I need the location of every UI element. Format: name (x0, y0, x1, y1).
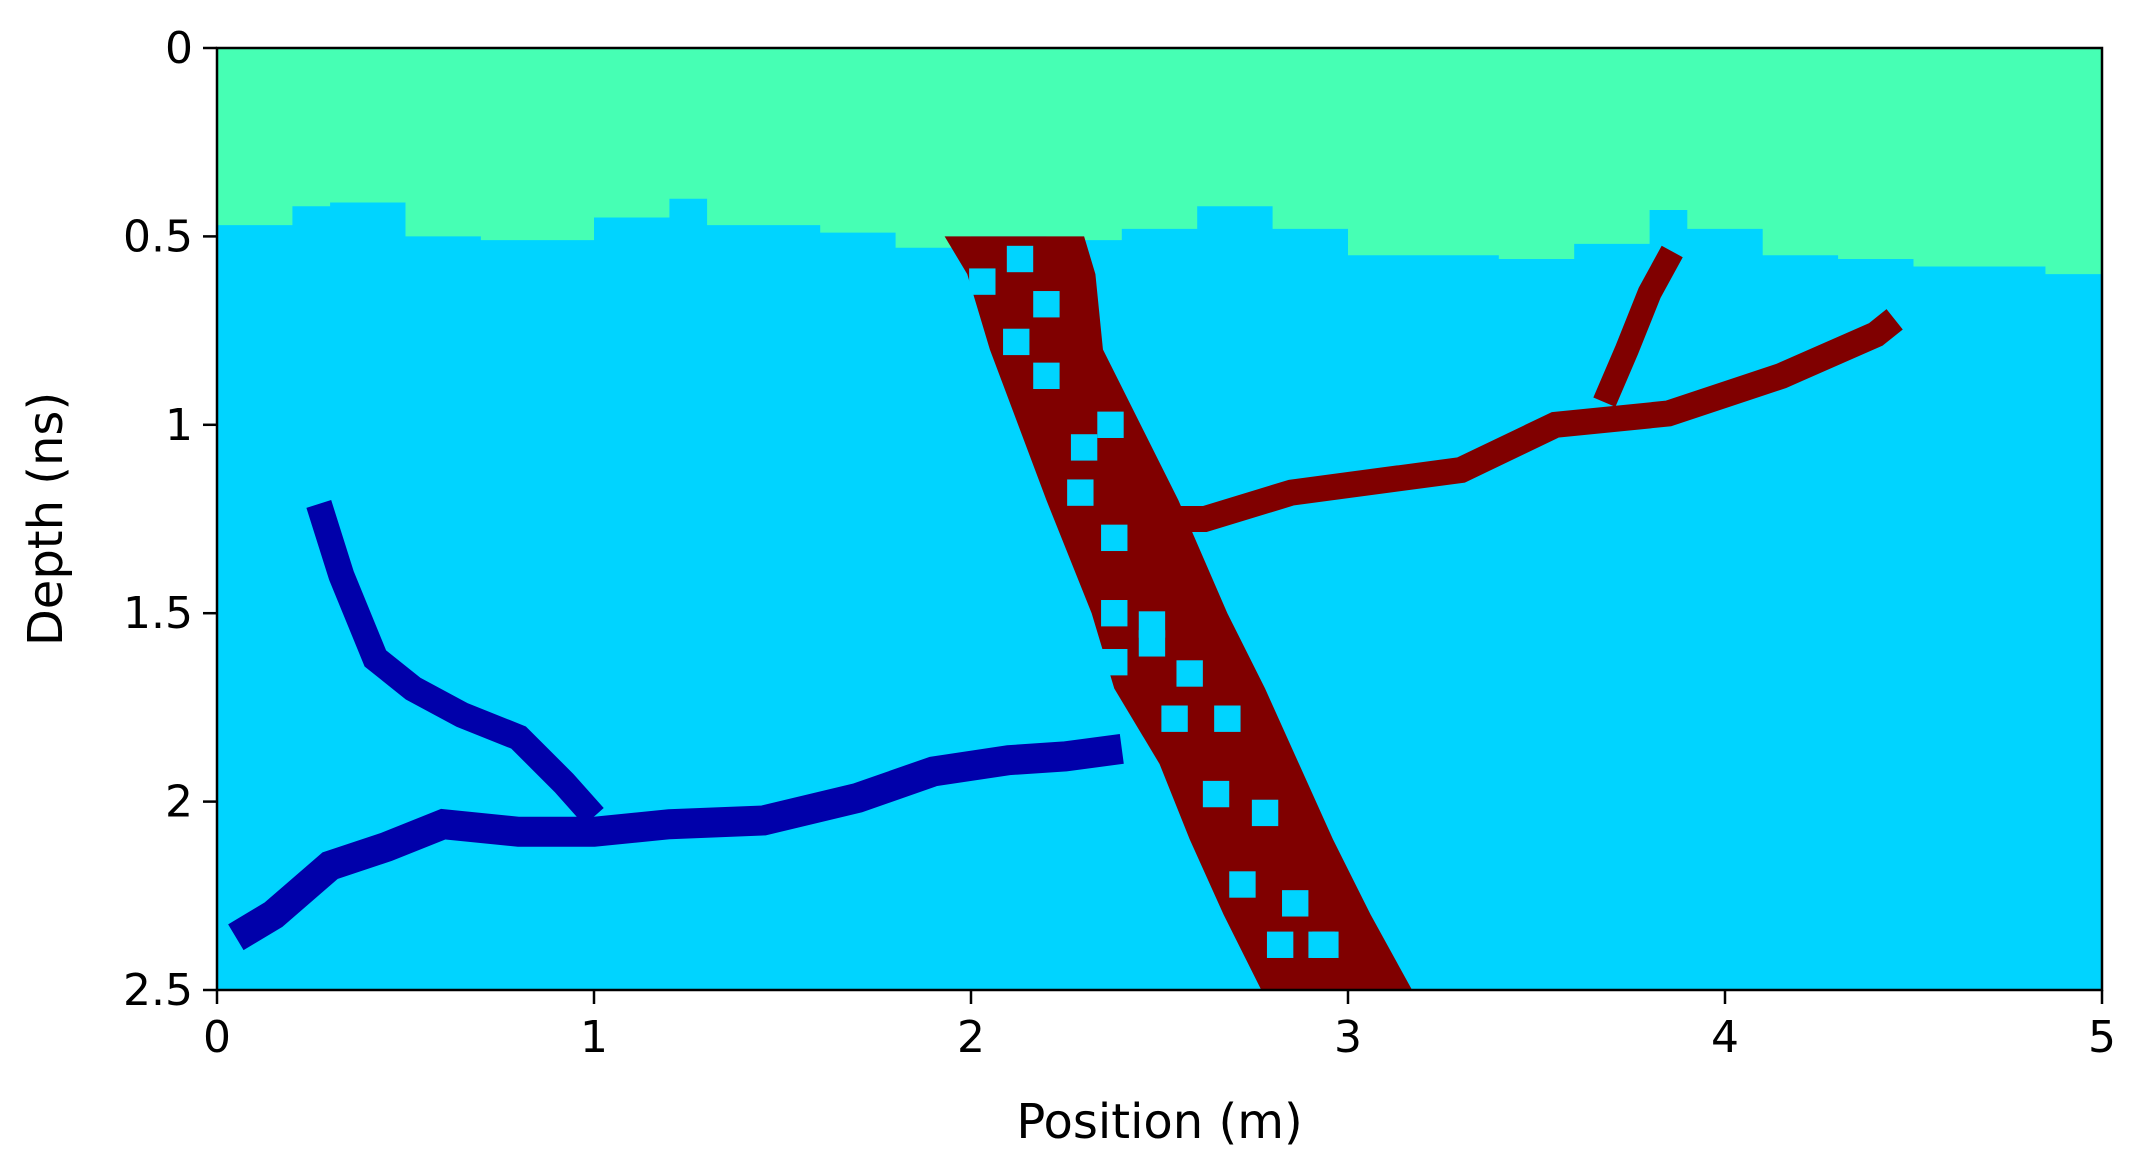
root-cavity (1251, 799, 1279, 827)
root-cavity (1202, 780, 1230, 808)
root-cavity (1101, 524, 1128, 552)
branching-root-blue (228, 500, 1124, 951)
root-cavity (969, 268, 996, 295)
x-tick-label: 5 (2088, 1012, 2116, 1063)
root-cavity (1070, 434, 1098, 461)
root-cavity (1229, 871, 1256, 898)
y-axis: 0 0.5 1 1.5 2 2.5 (123, 23, 217, 1016)
root-cavity (1161, 705, 1188, 732)
root-cavity (1033, 291, 1060, 318)
root-cavity (1033, 362, 1060, 390)
root-cavity (1266, 931, 1294, 958)
inclined-root-maroon (944, 236, 1413, 990)
y-tick-label: 0 (165, 23, 193, 74)
x-axis: 0 1 2 3 4 5 (203, 990, 2116, 1063)
root-cavity (1282, 890, 1309, 917)
y-axis-label: Depth (ns) (18, 392, 74, 646)
y-tick-label: 0.5 (123, 211, 193, 262)
x-tick-label: 1 (580, 1012, 608, 1063)
root-cavity (1176, 660, 1203, 687)
root-cavities (969, 245, 1339, 958)
root-cavity (1214, 705, 1241, 732)
root-cavity (1101, 600, 1128, 627)
root-cavity (1101, 648, 1128, 676)
plot-frame (215, 46, 2104, 992)
maroon-branch-segment (1167, 309, 1903, 532)
plot-area (217, 48, 2102, 990)
x-axis-label: Position (m) (1016, 1094, 1302, 1150)
x-tick-label: 4 (1711, 1012, 1739, 1063)
root-cavity (1097, 411, 1124, 438)
maroon-root-branches (1167, 245, 1903, 532)
blue-root-segment (228, 733, 1124, 951)
blue-root-segment (306, 500, 604, 826)
upper-soil-layer (217, 48, 2102, 275)
y-tick-label: 1 (165, 400, 193, 451)
root-cavity (1067, 479, 1094, 506)
y-tick-label: 1.5 (123, 588, 193, 639)
root-cavity (1003, 328, 1030, 356)
y-tick-label: 2.5 (123, 965, 193, 1016)
root-cavity (1312, 931, 1339, 958)
maroon-branch-segment (1593, 245, 1683, 407)
root-cavity (1006, 245, 1034, 273)
x-tick-label: 0 (203, 1012, 231, 1063)
x-tick-label: 2 (957, 1012, 985, 1063)
x-tick-label: 3 (1334, 1012, 1362, 1063)
root-cavity (1138, 611, 1166, 638)
y-tick-label: 2 (165, 777, 193, 828)
